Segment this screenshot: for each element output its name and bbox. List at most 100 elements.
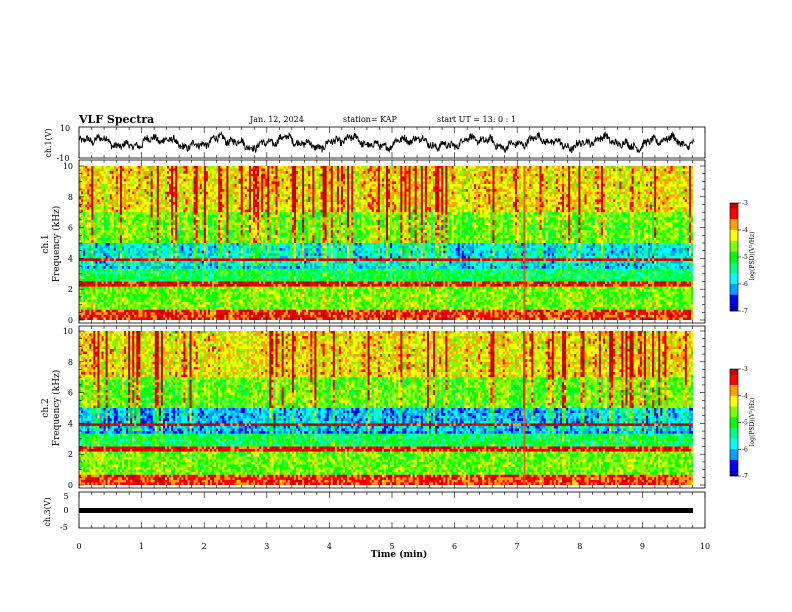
spectrogram-cell	[373, 186, 377, 190]
spectrogram-cell	[275, 186, 278, 190]
spectrogram-cell	[242, 196, 246, 200]
spectrogram-cell	[598, 186, 602, 190]
spectrogram-cell	[99, 189, 102, 192]
spectrogram-cell	[150, 176, 153, 180]
spectrogram-cell	[619, 166, 622, 169]
spectrogram-cell	[572, 201, 575, 205]
spectrogram-cell	[453, 166, 456, 169]
spectrogram-cell	[478, 186, 481, 190]
spectrogram-cell	[652, 186, 655, 190]
spectrogram-cell	[457, 183, 460, 187]
spectrogram-cell	[506, 171, 510, 174]
spectrogram-cell	[185, 173, 188, 177]
spectrogram-cell	[234, 199, 237, 203]
spectrogram-cell	[531, 201, 534, 205]
spectrogram-cell	[543, 183, 546, 187]
spectrogram-cell	[461, 166, 465, 169]
spectrogram-cell	[340, 178, 344, 182]
spectrogram-cell	[578, 166, 581, 169]
spectrogram-cell	[287, 199, 291, 203]
spectrogram-cell	[177, 191, 180, 195]
spectrogram-cell	[109, 189, 113, 192]
spectrogram-cell	[676, 194, 679, 198]
spectrogram-cell	[285, 168, 289, 172]
spectrogram-cell	[566, 204, 569, 208]
spectrogram-cell	[216, 201, 219, 205]
spectrogram-cell	[414, 204, 417, 208]
spectrogram-cell	[496, 176, 499, 180]
spectrogram-cell	[124, 178, 127, 182]
spectrogram-cell	[619, 194, 622, 198]
spectrogram-cell	[676, 173, 679, 177]
spectrogram-cell	[658, 201, 661, 205]
spectrogram-cell	[144, 207, 147, 210]
spectrogram-cell	[426, 173, 430, 177]
spectrogram-cell	[334, 189, 338, 192]
spectrogram-cell	[334, 168, 338, 172]
spectrogram-cell	[388, 194, 391, 198]
spectrogram-cell	[533, 168, 536, 172]
spectrogram-cell	[234, 178, 237, 182]
spectrogram-cell	[641, 168, 645, 172]
spectrogram-cell	[373, 176, 377, 180]
spectrogram-cell	[291, 191, 295, 195]
spectrogram-cell	[541, 181, 544, 185]
spectrogram-cell	[537, 173, 540, 177]
spectrogram-cell	[146, 204, 149, 208]
spectrogram-cell	[240, 178, 244, 182]
spectrogram-cell	[240, 186, 244, 190]
spectrogram-cell	[519, 199, 522, 203]
spectrogram-cell	[582, 178, 585, 182]
spectrogram-cell	[582, 204, 585, 208]
spectrogram-cell	[381, 199, 385, 203]
spectrogram-cell	[99, 173, 102, 177]
spectrogram-cell	[494, 173, 497, 177]
spectrogram-cell	[588, 204, 591, 208]
spectrogram-cell	[586, 176, 589, 180]
spectrogram-cell	[400, 186, 403, 190]
spectrogram-cell	[212, 186, 215, 190]
spectrogram-cell	[164, 189, 168, 192]
spectrogram-cell	[173, 166, 176, 169]
spectrogram-cell	[463, 204, 467, 208]
spectrogram-cell	[539, 168, 542, 172]
spectrogram-cell	[562, 191, 565, 195]
spectrogram-cell	[386, 204, 389, 208]
spectrogram-cell	[113, 199, 117, 203]
spectrogram-cell	[300, 186, 303, 190]
spectrogram-cell	[482, 189, 485, 192]
spectrogram-cell	[124, 191, 127, 195]
spectrogram-cell	[271, 168, 274, 172]
spectrogram-cell	[347, 199, 350, 203]
spectrogram-cell	[664, 166, 667, 169]
spectrogram-cell	[516, 186, 520, 190]
spectrogram-cell	[465, 183, 469, 187]
spectrogram-cell	[414, 189, 417, 192]
spectrogram-cell	[469, 168, 473, 172]
spectrogram-cell	[433, 181, 436, 185]
spectrogram-cell	[658, 178, 661, 182]
spectrogram-cell	[93, 204, 96, 208]
spectrogram-cell	[246, 199, 250, 203]
spectrogram-cell	[345, 199, 348, 203]
spectrogram-cell	[169, 166, 172, 169]
spectrogram-cell	[600, 171, 604, 174]
spectrogram-cell	[142, 191, 145, 195]
spectrogram-cell	[463, 201, 467, 205]
spectrogram-cell	[451, 189, 454, 192]
spectrogram-cell	[111, 199, 115, 203]
spectrogram-cell	[521, 186, 524, 190]
spectrogram-cell	[318, 176, 321, 180]
spectrogram-cell	[167, 207, 170, 210]
spectrogram-cell	[392, 176, 395, 180]
spectrogram-cell	[179, 178, 182, 182]
spectrogram-cell	[236, 194, 239, 198]
spectrogram-cell	[684, 178, 688, 182]
spectrogram-cell	[621, 181, 624, 185]
spectrogram-cell	[498, 186, 501, 190]
spectrogram-cell	[193, 204, 196, 208]
spectrogram-cell	[570, 201, 573, 205]
spectrogram-cell	[396, 194, 399, 198]
spectrogram-cell	[650, 178, 653, 182]
spectrogram-cell	[328, 181, 332, 185]
